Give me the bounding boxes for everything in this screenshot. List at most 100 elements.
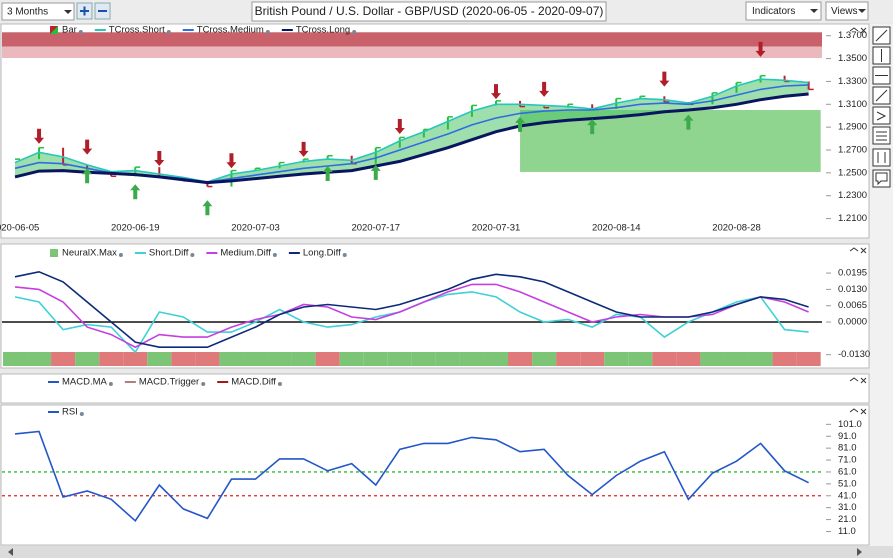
zone: [2, 46, 822, 58]
signal-arrow: [82, 168, 93, 184]
panel-close: [860, 408, 867, 415]
signal-arrow: [755, 41, 766, 57]
panel-close: [860, 247, 867, 254]
tool-channel[interactable]: [872, 148, 891, 167]
neuralx-cell: [700, 352, 725, 366]
neuralx-cell: [291, 352, 316, 366]
y-tick-label: 61.0: [838, 466, 857, 477]
neuralx-cell: [652, 352, 677, 366]
series-line: [14, 78, 809, 183]
x-tick-label: 2020-07-17: [351, 223, 400, 234]
signal-arrow: [659, 71, 670, 87]
panel-plot: [2, 270, 822, 366]
panel-plot: [2, 430, 822, 523]
y-tick-label: 1.2900: [838, 122, 867, 133]
neuralx-cell: [676, 352, 701, 366]
tool-note[interactable]: [872, 169, 891, 188]
neuralx-cell: [724, 352, 749, 366]
neuralx-cell: [339, 352, 364, 366]
legend-label: RSI: [62, 407, 78, 418]
legend-settings: [342, 253, 347, 257]
y-tick-label: 0.0000: [838, 317, 867, 328]
neuralx-cell: [508, 352, 533, 366]
x-tick-label: 2020-08-14: [592, 223, 641, 234]
y-tick-label: 1.3100: [838, 99, 867, 110]
legend-label: TCross.Medium: [197, 25, 264, 36]
x-tick-label: 2020-06-19: [111, 223, 160, 234]
neuralx-cell: [147, 352, 172, 366]
dropdown-arrow: [810, 9, 818, 13]
neuralx-cell: [772, 352, 797, 366]
panel-collapse: [849, 247, 859, 252]
neuralx-cell: [2, 352, 28, 366]
legend-label: Long.Diff: [303, 248, 341, 259]
neuralx-cell: [99, 352, 124, 366]
series-line: [14, 92, 809, 185]
panel-close: [860, 377, 867, 384]
plots: 1.3700 1.3500 1.3300 1.3100 1.2900 1.2700 1.25…: [0, 25, 870, 537]
y-tick-label: 51.0: [838, 478, 857, 489]
legend-settings: [79, 412, 84, 416]
zone: [2, 32, 822, 47]
legend-settings: [190, 253, 195, 257]
rsi-panel: [0, 404, 870, 546]
legend-settings: [265, 30, 270, 34]
chart-title: British Pound / U.S. Dollar - GBP/USD (2…: [255, 4, 604, 18]
dropdown-arrow: [64, 10, 72, 14]
neuralx-cell: [387, 352, 412, 366]
neuralx-cell: [580, 352, 605, 366]
legend-label: TCross.Long: [296, 25, 350, 36]
signal-arrow: [226, 153, 237, 169]
series-line: [14, 270, 809, 348]
neuralx-cell: [796, 352, 821, 366]
y-tick-label: 41.0: [838, 490, 857, 501]
y-tick-label: 0.0195: [838, 268, 867, 279]
y-tick-label: 1.3300: [838, 76, 867, 87]
series-line: [14, 430, 809, 523]
views-button[interactable]: [825, 1, 869, 21]
legend-settings: [272, 253, 277, 257]
legend-label: Bar: [62, 25, 77, 36]
neuralx-cell: [51, 352, 76, 366]
signal-arrow: [587, 119, 598, 135]
x-tick-label: 2020-07-31: [472, 223, 521, 234]
legend-label: MACD.Trigger: [139, 377, 199, 388]
plus-icon: [80, 6, 89, 16]
panel-collapse: [849, 27, 859, 32]
x-tick-label: 2020-08-28: [712, 223, 761, 234]
range-dropdown[interactable]: [1, 2, 75, 21]
macd-panel: [0, 373, 870, 404]
panel-collapse: [849, 377, 859, 382]
neuralx-cell: [171, 352, 196, 366]
neuralx-cell: [123, 352, 148, 366]
y-tick-label: 81.0: [838, 443, 857, 454]
neuralx-cell: [267, 352, 292, 366]
neuralx-cell: [243, 352, 268, 366]
indicators-label: Indicators: [752, 6, 795, 17]
scrollbar[interactable]: [0, 546, 893, 558]
signal-arrow: [394, 119, 405, 134]
x-tick-label: 2020-07-03: [231, 223, 280, 234]
signal-arrow: [322, 166, 333, 181]
legend-settings: [352, 30, 357, 34]
tools: [872, 26, 891, 188]
y-tick-label: 31.0: [838, 502, 857, 513]
y-tick-label: 1.2300: [838, 190, 867, 201]
legend-label: Medium.Diff: [220, 248, 271, 259]
neuralx-cell: [483, 352, 509, 366]
y-tick-label: 11.0: [838, 526, 856, 537]
y-tick-label: 101.0: [838, 419, 862, 430]
y-tick-label: 1.2700: [838, 145, 867, 156]
indicators-button[interactable]: [745, 1, 822, 21]
signal-arrow: [130, 184, 141, 200]
y-tick-label: -0.0130: [838, 349, 870, 360]
neuralx-cell: [363, 352, 388, 366]
panel-collapse: [849, 408, 859, 413]
tool-arrow[interactable]: [872, 106, 891, 125]
legend-swatch: [50, 249, 58, 257]
y-tick-label: 21.0: [838, 514, 857, 525]
neuralx-cell: [75, 352, 100, 366]
legend-swatch: [50, 26, 58, 34]
